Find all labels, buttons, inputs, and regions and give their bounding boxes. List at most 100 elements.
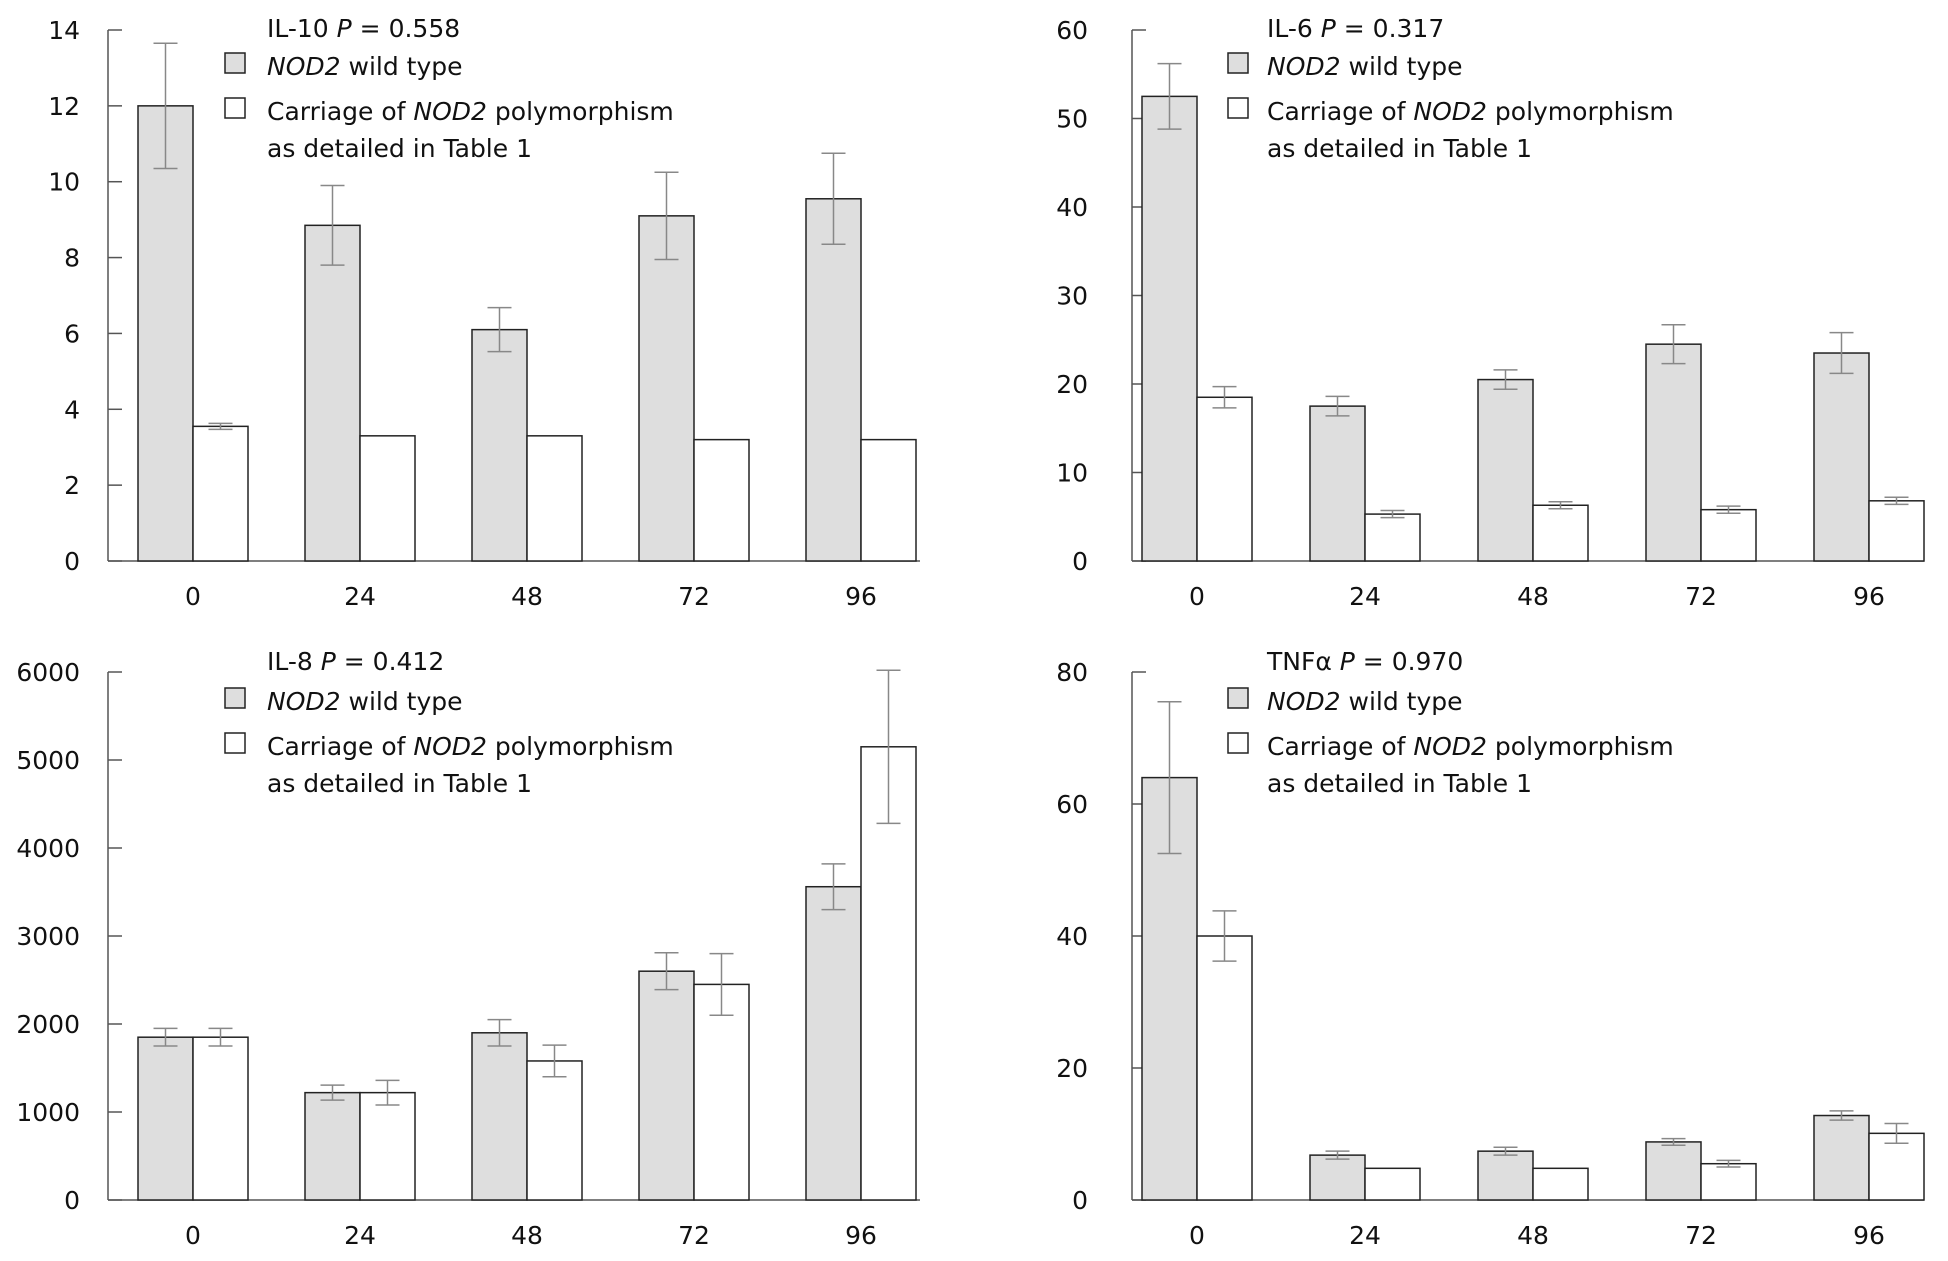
x-tick-label: 72 bbox=[1685, 1221, 1717, 1250]
y-tick-label: 8 bbox=[64, 244, 80, 273]
bar-series-1-72 bbox=[638, 215, 695, 562]
y-tick-label: 4000 bbox=[16, 834, 80, 863]
bar-series-1-72 bbox=[1645, 343, 1702, 562]
bar-series-2-0 bbox=[1196, 935, 1253, 1201]
x-tick-label: 96 bbox=[845, 582, 877, 611]
x-tick-label: 24 bbox=[1349, 582, 1381, 611]
y-tick-label: 40 bbox=[1056, 922, 1088, 951]
y-tick-label: 40 bbox=[1056, 193, 1088, 222]
bar-series-1-48 bbox=[471, 1032, 528, 1201]
legend-swatch-wild-type bbox=[224, 687, 246, 709]
bar-series-1-72 bbox=[638, 970, 695, 1201]
x-tick-label: 24 bbox=[1349, 1221, 1381, 1250]
legend-label-polymorphism-line2: as detailed in Table 1 bbox=[267, 134, 532, 163]
x-tick-label: 72 bbox=[1685, 582, 1717, 611]
legend-label-polymorphism: Carriage of NOD2 polymorphism bbox=[1267, 97, 1674, 126]
bar-series-2-96 bbox=[1868, 500, 1925, 562]
legend-label-wild-type: NOD2 wild type bbox=[267, 687, 463, 716]
bar-series-2-24 bbox=[359, 435, 416, 562]
y-tick-label: 12 bbox=[48, 92, 80, 121]
bar-series-2-72 bbox=[693, 438, 750, 562]
y-tick-label: 2 bbox=[64, 471, 80, 500]
y-tick-label: 14 bbox=[48, 16, 80, 45]
bar-series-1-24 bbox=[304, 224, 361, 562]
y-tick-label: 0 bbox=[64, 1186, 80, 1215]
bar-series-1-96 bbox=[1813, 1114, 1870, 1201]
x-tick-label: 0 bbox=[185, 1221, 201, 1250]
x-tick-label: 0 bbox=[185, 582, 201, 611]
y-tick-label: 10 bbox=[1056, 459, 1088, 488]
legend-swatch-polymorphism bbox=[1227, 732, 1249, 754]
y-tick-label: 5000 bbox=[16, 746, 80, 775]
legend-label-polymorphism-line2: as detailed in Table 1 bbox=[267, 769, 532, 798]
y-tick-label: 1000 bbox=[16, 1098, 80, 1127]
legend-label-polymorphism-line2: as detailed in Table 1 bbox=[1267, 134, 1532, 163]
bar-series-1-96 bbox=[805, 198, 862, 562]
x-tick-label: 72 bbox=[678, 582, 710, 611]
y-tick-label: 80 bbox=[1056, 658, 1088, 687]
y-tick-label: 2000 bbox=[16, 1010, 80, 1039]
bar-series-2-72 bbox=[1700, 508, 1757, 562]
x-tick-label: 48 bbox=[511, 1221, 543, 1250]
bar-series-1-24 bbox=[1309, 1154, 1366, 1201]
chart-title: TNFα P = 0.970 bbox=[1266, 647, 1463, 676]
bar-series-1-48 bbox=[471, 328, 528, 562]
legend-swatch-polymorphism bbox=[224, 732, 246, 754]
legend-label-polymorphism-line2: as detailed in Table 1 bbox=[1267, 769, 1532, 798]
bar-series-2-0 bbox=[192, 1036, 249, 1201]
legend-swatch-polymorphism bbox=[1227, 97, 1249, 119]
bar-series-2-24 bbox=[359, 1091, 416, 1201]
x-tick-label: 48 bbox=[1517, 582, 1549, 611]
x-tick-label: 0 bbox=[1189, 1221, 1205, 1250]
legend-label-polymorphism: Carriage of NOD2 polymorphism bbox=[267, 732, 674, 761]
y-tick-label: 4 bbox=[64, 395, 80, 424]
bar-series-2-96 bbox=[860, 438, 917, 562]
bar-series-2-72 bbox=[1700, 1162, 1757, 1201]
y-tick-label: 6000 bbox=[16, 658, 80, 687]
y-tick-label: 0 bbox=[1072, 547, 1088, 576]
bar-series-1-72 bbox=[1645, 1141, 1702, 1201]
chart-panel-2: 0 10 20 30 40 50 60 0 24 48 72 96 IL-6 P = 0.317 NOD2… bbox=[1056, 14, 1925, 611]
legend-label-polymorphism: Carriage of NOD2 polymorphism bbox=[267, 97, 674, 126]
y-tick-label: 0 bbox=[64, 547, 80, 576]
legend-swatch-wild-type bbox=[1227, 52, 1249, 74]
bar-series-2-96 bbox=[1868, 1132, 1925, 1201]
legend-swatch-wild-type bbox=[1227, 687, 1249, 709]
bar-series-1-96 bbox=[1813, 352, 1870, 562]
y-tick-label: 50 bbox=[1056, 105, 1088, 134]
legend-label-wild-type: NOD2 wild type bbox=[1267, 52, 1463, 81]
chart-panel-3: 0 1000 2000 3000 4000 5000 6000 0 24 48 72 96 IL-8 P… bbox=[16, 647, 920, 1250]
legend-label-wild-type: NOD2 wild type bbox=[267, 52, 463, 81]
y-tick-label: 60 bbox=[1056, 16, 1088, 45]
bar-series-2-72 bbox=[693, 983, 750, 1201]
bar-series-2-48 bbox=[1532, 1167, 1589, 1201]
bar-series-2-24 bbox=[1364, 1167, 1421, 1201]
chart-title: IL-8 P = 0.412 bbox=[267, 647, 444, 676]
legend-label-polymorphism: Carriage of NOD2 polymorphism bbox=[1267, 732, 1674, 761]
x-tick-label: 24 bbox=[344, 582, 376, 611]
bar-series-1-0 bbox=[137, 1036, 194, 1201]
x-tick-label: 48 bbox=[1517, 1221, 1549, 1250]
legend-label-wild-type: NOD2 wild type bbox=[1267, 687, 1463, 716]
bar-series-1-48 bbox=[1477, 1150, 1534, 1201]
bar-series-1-24 bbox=[1309, 405, 1366, 562]
x-tick-label: 0 bbox=[1189, 582, 1205, 611]
chart-title: IL-10 P = 0.558 bbox=[267, 14, 460, 43]
x-tick-label: 48 bbox=[511, 582, 543, 611]
bar-series-2-0 bbox=[1196, 396, 1253, 562]
y-tick-label: 20 bbox=[1056, 1054, 1088, 1083]
bar-series-1-0 bbox=[1141, 95, 1198, 562]
x-tick-label: 72 bbox=[678, 1221, 710, 1250]
bar-series-1-96 bbox=[805, 885, 862, 1201]
bar-series-1-48 bbox=[1477, 378, 1534, 562]
bar-series-2-48 bbox=[1532, 504, 1589, 562]
bar-series-2-48 bbox=[526, 1060, 583, 1201]
bar-series-1-0 bbox=[137, 105, 194, 562]
bar-series-2-48 bbox=[526, 435, 583, 562]
bar-series-2-0 bbox=[192, 425, 249, 562]
y-tick-label: 30 bbox=[1056, 282, 1088, 311]
bar-series-2-24 bbox=[1364, 513, 1421, 562]
